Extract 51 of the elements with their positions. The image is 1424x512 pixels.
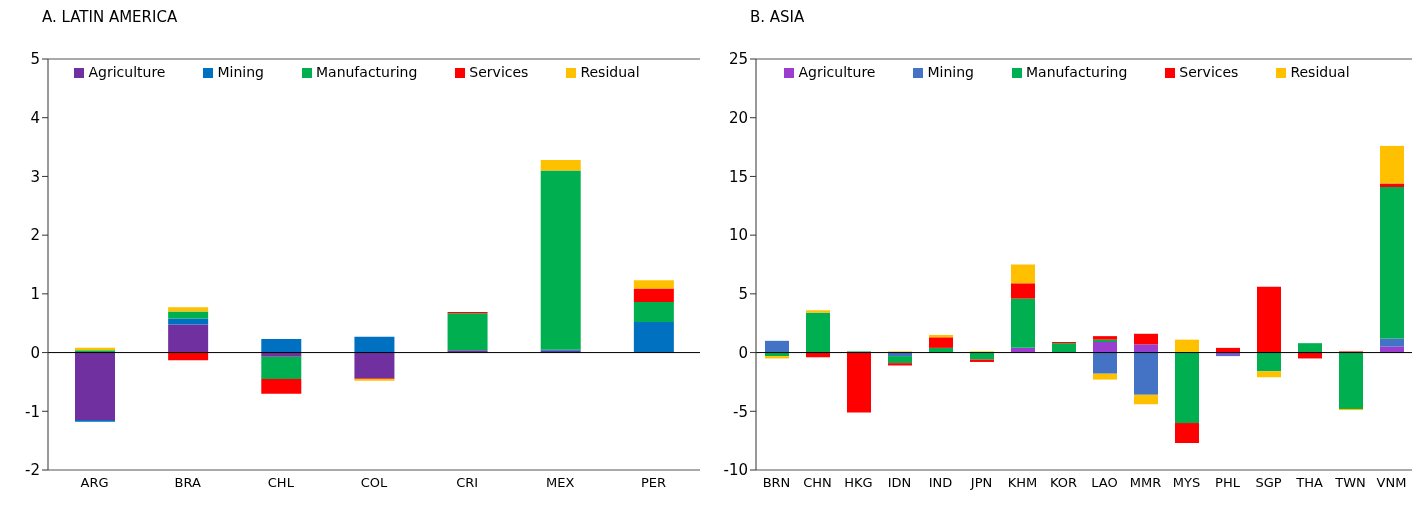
legend-label: Services [469,64,529,80]
y-tick-label: 0 [738,343,748,362]
x-tick-label: MYS [1172,475,1201,491]
x-tick-label: HKG [844,475,873,491]
x-tick-label: IDN [887,475,912,491]
legend-label: Agriculture [798,64,876,80]
x-tick-label: CHN [803,475,832,491]
x-tick-label: MMR [1129,475,1162,491]
x-tick-label: PHL [1215,475,1241,491]
legend-label: Agriculture [88,64,166,80]
y-tick-label: 5 [738,285,748,304]
x-tick-label: BRA [174,475,201,491]
y-tick-label: 25 [728,50,748,69]
x-tick-label: KHM [1007,475,1038,491]
legend-label: Manufacturing [315,64,418,80]
y-tick-label: 3 [30,167,40,186]
y-tick-label: 1 [30,285,40,304]
x-tick-label: SGP [1255,475,1282,491]
x-tick-label: JPN [969,475,993,491]
x-tick-label: LAO [1091,475,1118,491]
chart-title: B. ASIA [749,8,806,28]
y-tick-label: 2 [30,226,40,245]
y-tick-label: 20 [728,109,748,128]
y-tick-label: 0 [30,343,40,362]
y-tick-label: 4 [30,109,40,128]
x-tick-label: THA [1295,475,1323,491]
x-tick-label: VNM [1376,475,1407,491]
y-tick-label: -1 [25,402,40,421]
x-tick-label: TWN [1334,475,1366,491]
legend-label: Mining [927,64,974,80]
x-tick-label: MEX [546,475,575,491]
x-tick-label: CHL [267,475,295,491]
y-tick-label: 10 [728,226,748,245]
legend-label: Residual [1290,64,1350,80]
x-tick-label: KOR [1049,475,1078,491]
legend-label: Residual [580,64,640,80]
x-tick-label: COL [360,475,389,491]
x-tick-label: CRI [456,475,479,491]
legend-label: Services [1179,64,1239,80]
x-tick-label: PER [640,475,666,491]
y-tick-label: 15 [728,167,748,186]
y-tick-label: 5 [30,50,40,69]
x-tick-label: BRN [762,475,791,491]
x-tick-label: ARG [80,475,109,491]
x-tick-label: IND [928,475,953,491]
y-tick-label: -10 [723,461,748,480]
legend-label: Manufacturing [1025,64,1128,80]
legend-label: Mining [217,64,264,80]
y-tick-label: -2 [25,461,40,480]
y-tick-label: -5 [733,402,748,421]
chart-title: A. LATIN AMERICA [41,8,179,28]
